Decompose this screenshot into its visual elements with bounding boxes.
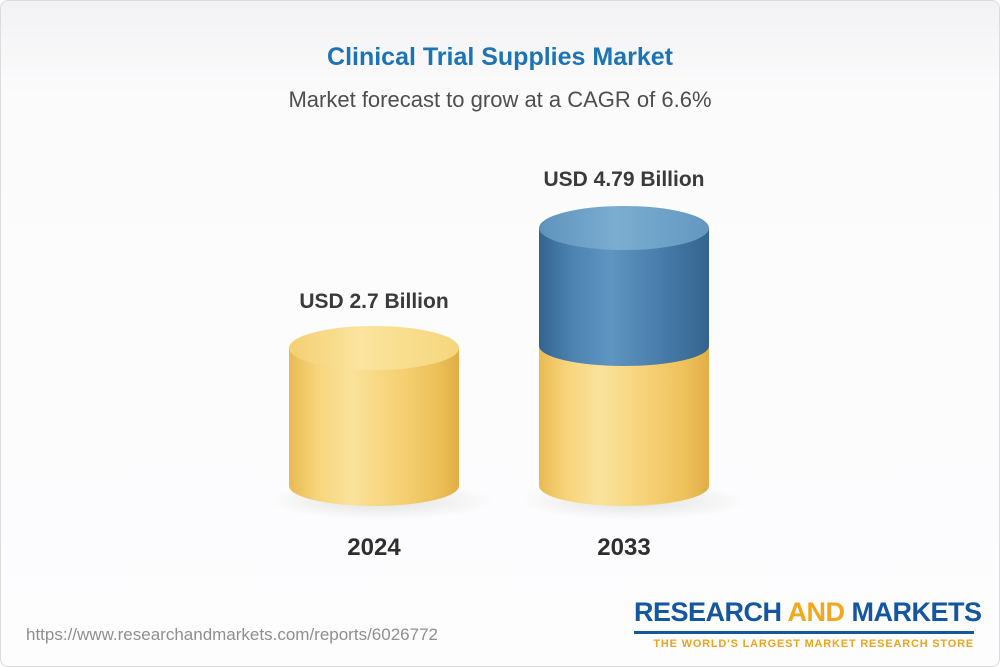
cylinder-2033-yellow-segment (539, 346, 709, 506)
x-axis-label-2024: 2024 (347, 534, 401, 561)
research-and-markets-logo: RESEARCH AND MARKETS THE WORLD'S LARGEST… (634, 597, 982, 650)
logo-wordmark: RESEARCH AND MARKETS (634, 597, 982, 627)
page-title: Clinical Trial Supplies Market (327, 43, 673, 71)
report-url: https://www.researchandmarkets.com/repor… (26, 625, 438, 644)
page-subtitle: Market forecast to grow at a CAGR of 6.6… (288, 87, 712, 112)
logo-word-markets: MARKETS (851, 597, 983, 627)
cylinder-2033-top (539, 206, 709, 250)
logo-tagline: THE WORLD'S LARGEST MARKET RESEARCH STOR… (653, 638, 974, 650)
x-axis-label-2033: 2033 (597, 534, 651, 561)
cylinder-2033-blue-segment (539, 228, 709, 366)
logo-word-research: RESEARCH (634, 597, 782, 627)
value-label-2024: USD 2.7 Billion (299, 290, 449, 313)
value-label-2033: USD 4.79 Billion (543, 168, 705, 191)
cylinder-2024-top (289, 326, 459, 370)
cylinder-2024-body (289, 348, 459, 506)
logo-divider (634, 631, 974, 634)
logo-word-and: AND (787, 597, 846, 627)
